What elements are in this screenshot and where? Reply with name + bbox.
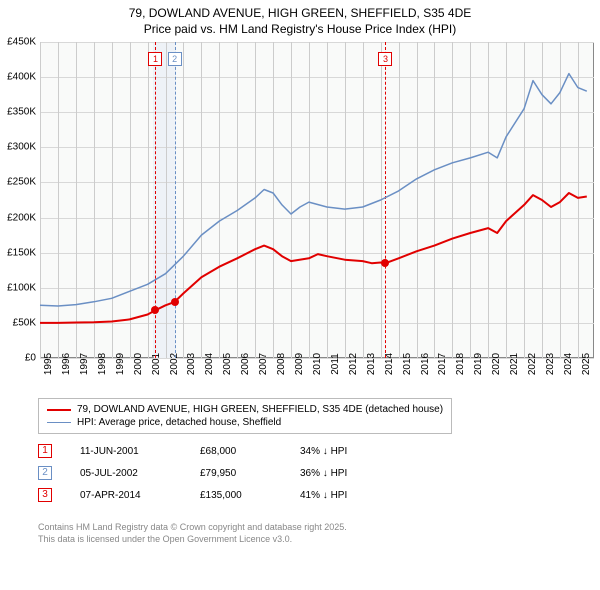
legend-swatch xyxy=(47,422,71,424)
tx-badge: 3 xyxy=(38,488,52,502)
y-tick-label: £100K xyxy=(0,282,36,293)
table-row: 2 05-JUL-2002£79,95036% ↓ HPI xyxy=(38,466,347,488)
marker-dot xyxy=(171,298,179,306)
legend-label: 79, DOWLAND AVENUE, HIGH GREEN, SHEFFIEL… xyxy=(77,404,443,415)
y-tick-label: £0 xyxy=(0,353,36,364)
legend: 79, DOWLAND AVENUE, HIGH GREEN, SHEFFIEL… xyxy=(38,398,452,434)
transaction-table: 1 11-JUN-2001£68,00034% ↓ HPI 2 05-JUL-2002… xyxy=(38,444,347,510)
table-row: 1 11-JUN-2001£68,00034% ↓ HPI xyxy=(38,444,347,466)
y-tick-label: £150K xyxy=(0,247,36,258)
footer-line1: Contains HM Land Registry data © Crown c… xyxy=(38,522,347,534)
marker-badge: 1 xyxy=(148,52,162,66)
tx-badge: 2 xyxy=(38,466,52,480)
title-line2: Price paid vs. HM Land Registry's House … xyxy=(0,22,600,38)
footer: Contains HM Land Registry data © Crown c… xyxy=(38,522,347,545)
tx-date: 07-APR-2014 xyxy=(80,490,200,501)
chart-area: £0£50K£100K£150K£200K£250K£300K£350K£400… xyxy=(40,42,594,358)
tx-badge: 1 xyxy=(38,444,52,458)
y-tick-label: £200K xyxy=(0,212,36,223)
tx-price: £79,950 xyxy=(200,468,300,479)
legend-swatch xyxy=(47,409,71,411)
tx-date: 11-JUN-2001 xyxy=(80,446,200,457)
tx-date: 05-JUL-2002 xyxy=(80,468,200,479)
title-line1: 79, DOWLAND AVENUE, HIGH GREEN, SHEFFIEL… xyxy=(0,6,600,22)
y-tick-label: £350K xyxy=(0,107,36,118)
tx-price: £68,000 xyxy=(200,446,300,457)
tx-price: £135,000 xyxy=(200,490,300,501)
legend-label: HPI: Average price, detached house, Shef… xyxy=(77,417,281,428)
marker-dot xyxy=(151,306,159,314)
series-property xyxy=(40,193,587,323)
tx-delta: 36% ↓ HPI xyxy=(300,468,347,479)
tx-delta: 34% ↓ HPI xyxy=(300,446,347,457)
legend-row: 79, DOWLAND AVENUE, HIGH GREEN, SHEFFIEL… xyxy=(47,403,443,416)
footer-line2: This data is licensed under the Open Gov… xyxy=(38,534,347,546)
y-tick-label: £400K xyxy=(0,72,36,83)
marker-badge: 2 xyxy=(168,52,182,66)
legend-row: HPI: Average price, detached house, Shef… xyxy=(47,416,443,429)
y-tick-label: £250K xyxy=(0,177,36,188)
y-tick-label: £300K xyxy=(0,142,36,153)
marker-badge: 3 xyxy=(378,52,392,66)
tx-delta: 41% ↓ HPI xyxy=(300,490,347,501)
marker-dot xyxy=(381,259,389,267)
y-tick-label: £50K xyxy=(0,317,36,328)
series-hpi xyxy=(40,74,587,306)
y-tick-label: £450K xyxy=(0,37,36,48)
series-svg xyxy=(40,42,594,358)
table-row: 3 07-APR-2014£135,00041% ↓ HPI xyxy=(38,488,347,510)
